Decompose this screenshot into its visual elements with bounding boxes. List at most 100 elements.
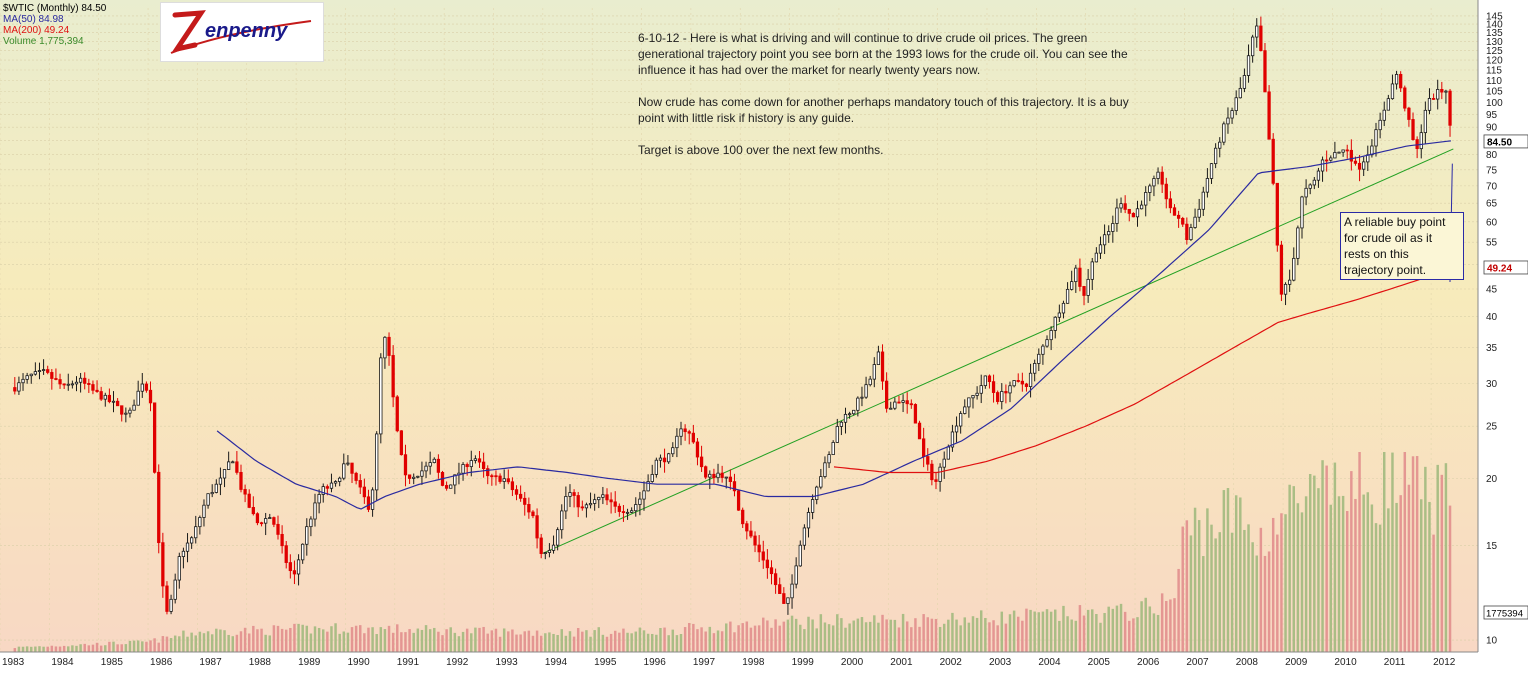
candle-body: [1357, 162, 1362, 170]
candle-body: [177, 556, 181, 581]
volume-bar: [782, 621, 786, 652]
candle-body: [309, 518, 313, 528]
candle-body: [66, 383, 70, 386]
candle-body: [975, 392, 979, 396]
volume-bar: [597, 627, 601, 652]
volume-bar: [1387, 508, 1390, 652]
candle-body: [325, 486, 329, 489]
candle-body: [514, 489, 519, 495]
candle-body: [938, 466, 942, 482]
candle-body: [728, 476, 732, 483]
candle-body: [111, 400, 116, 403]
candle-body: [1333, 152, 1337, 159]
candle-body: [983, 375, 987, 387]
candle-body: [1020, 380, 1024, 385]
candle-body: [1181, 217, 1185, 225]
volume-bar: [153, 638, 156, 652]
volume-bar: [523, 631, 526, 652]
volume-bar: [548, 632, 551, 652]
volume-bar: [1391, 452, 1394, 652]
volume-bar: [942, 623, 946, 652]
candle-body: [720, 472, 724, 478]
volume-bar: [762, 617, 765, 652]
volume-bar: [75, 645, 78, 652]
volume-bar: [1152, 613, 1156, 652]
candle-body: [1156, 171, 1160, 179]
volume-bar: [1395, 502, 1398, 652]
x-tick-label: 2001: [890, 657, 913, 668]
candle-body: [741, 509, 745, 525]
candle-body: [963, 406, 967, 414]
volume-bar: [441, 635, 444, 652]
volume-bar: [1378, 524, 1382, 652]
volume-bar: [1308, 474, 1312, 652]
volume-bar: [881, 614, 884, 652]
candle-body: [638, 498, 642, 505]
volume-bar: [1251, 542, 1254, 652]
volume-bar: [1136, 617, 1139, 652]
volume-bar: [1448, 505, 1452, 652]
volume-bar: [1341, 495, 1345, 652]
candle-body: [412, 476, 416, 479]
volume-bar: [1165, 600, 1168, 652]
candle-body: [486, 468, 490, 477]
candle-body: [1115, 207, 1119, 224]
volume-bar: [1062, 605, 1065, 652]
volume-bar: [231, 636, 234, 652]
candle-body: [41, 369, 46, 371]
candle-body: [593, 499, 597, 504]
candle-body: [1246, 55, 1251, 76]
candle-body: [383, 336, 387, 359]
volume-bar: [864, 622, 868, 652]
volume-bar: [877, 622, 880, 652]
candle-body: [1271, 138, 1275, 184]
volume-bar: [470, 633, 473, 652]
candle-body: [1226, 117, 1230, 125]
volume-bar: [1119, 603, 1123, 652]
volume-bar: [778, 625, 781, 652]
candle-body: [1008, 385, 1012, 394]
candle-body: [1135, 208, 1140, 218]
volume-bar: [1383, 452, 1386, 652]
volume-bar: [1012, 610, 1016, 652]
volume-bar: [1255, 555, 1258, 652]
candle-body: [704, 466, 708, 478]
candle-body: [786, 597, 790, 604]
candle-body: [872, 364, 876, 380]
x-tick-label: 1996: [644, 657, 667, 668]
volume-bar: [1424, 466, 1427, 652]
volume-bar: [1070, 619, 1073, 652]
candle-body: [50, 372, 54, 379]
candle-body: [1374, 129, 1378, 147]
volume-bar: [1156, 614, 1160, 652]
candle-body: [790, 583, 794, 599]
x-tick-label: 2004: [1038, 657, 1061, 668]
candle-body: [1283, 283, 1288, 295]
ma200-line: [833, 268, 1452, 474]
volume-bar: [322, 629, 325, 652]
candle-body: [181, 550, 186, 557]
candle-body: [1000, 391, 1004, 402]
volume-bar: [1099, 622, 1102, 652]
candle-body: [1201, 191, 1205, 210]
candle-body: [679, 428, 683, 437]
candle-body: [527, 504, 531, 513]
candle-body: [687, 431, 691, 434]
candle-body: [29, 373, 33, 377]
y-tick-label: 115: [1486, 66, 1502, 77]
candle-body: [880, 351, 885, 382]
candle-body: [1053, 316, 1057, 331]
volume-bar: [988, 622, 991, 652]
candle-body: [556, 529, 560, 546]
candle-body: [1349, 149, 1353, 162]
volume-bar: [235, 634, 239, 652]
volume-bar: [1263, 555, 1267, 652]
volume-bar: [1230, 532, 1234, 652]
candle-body: [835, 426, 839, 443]
volume-bar: [1132, 618, 1135, 652]
candle-body: [1390, 83, 1395, 100]
candle-body: [946, 446, 950, 460]
volume-bar: [1247, 524, 1250, 652]
candle-body: [996, 392, 1000, 402]
candle-body: [206, 493, 210, 506]
